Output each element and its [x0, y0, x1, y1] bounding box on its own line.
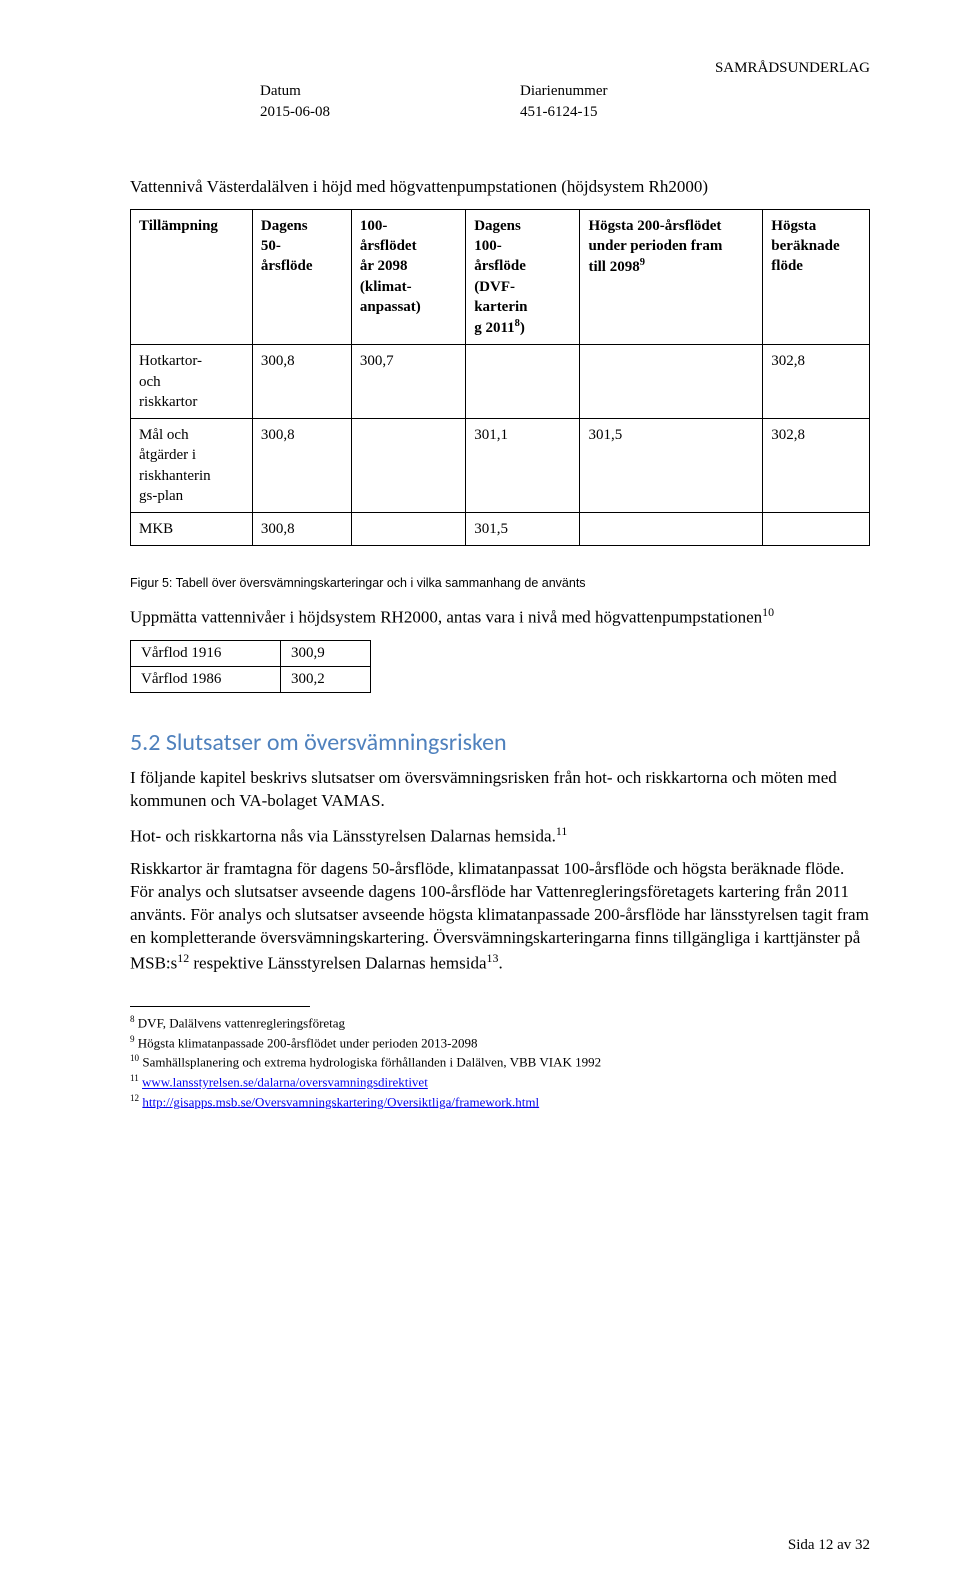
cell: 300,2 — [281, 666, 371, 692]
date-label: Datum — [260, 83, 520, 100]
cell: 301,1 — [466, 419, 580, 513]
cell: 300,8 — [252, 419, 351, 513]
col-1: Dagens50-årsflöde — [252, 209, 351, 345]
footnote-9-text: Högsta klimatanpassade 200-årsflödet und… — [138, 1035, 478, 1050]
paragraph: Riskkartor är framtagna för dagens 50-år… — [130, 858, 870, 975]
p2-text: Hot- och riskkartorna nås via Länsstyrel… — [130, 826, 556, 845]
table-row: Vårflod 1986 300,2 — [131, 666, 371, 692]
cell: 300,8 — [252, 345, 351, 419]
cell — [763, 513, 870, 546]
footnote-9: 9 Högsta klimatanpassade 200-årsflödet u… — [130, 1033, 870, 1053]
cell: 302,8 — [763, 345, 870, 419]
section-heading: 5.2 Slutsatser om översvämningsrisken — [130, 728, 870, 757]
cell — [580, 513, 763, 546]
footnote-12-link[interactable]: http://gisapps.msb.se/Oversvamningskarte… — [142, 1094, 539, 1109]
sup-13: 13 — [487, 951, 499, 965]
main-table: Tillämpning Dagens50-årsflöde 100-årsflö… — [130, 209, 870, 547]
footnote-8: 8 DVF, Dalälvens vattenregleringsföretag — [130, 1013, 870, 1033]
sup-12: 12 — [177, 951, 189, 965]
small-table: Vårflod 1916 300,9 Vårflod 1986 300,2 — [130, 640, 371, 693]
table-row: Mål ochåtgärder iriskhanterings-plan 300… — [131, 419, 870, 513]
cell: 301,5 — [466, 513, 580, 546]
paragraph: Hot- och riskkartorna nås via Länsstyrel… — [130, 823, 870, 849]
p3-end: . — [498, 954, 502, 973]
footnote-10: 10 Samhällsplanering och extrema hydrolo… — [130, 1052, 870, 1072]
cell: MKB — [131, 513, 253, 546]
p3-tail: respektive Länsstyrelsen Dalarnas hemsid… — [189, 954, 486, 973]
footnote-12: 12 http://gisapps.msb.se/Oversvamningska… — [130, 1092, 870, 1112]
cell: 301,5 — [580, 419, 763, 513]
ref-label: Diarienummer — [520, 83, 720, 100]
cell — [580, 345, 763, 419]
cell — [351, 513, 465, 546]
date-value: 2015-06-08 — [260, 104, 520, 121]
p1-text: Uppmätta vattennivåer i höjdsystem RH200… — [130, 608, 762, 627]
table1-title: Vattennivå Västerdalälven i höjd med hög… — [130, 175, 870, 199]
table-header-row: Tillämpning Dagens50-årsflöde 100-årsflö… — [131, 209, 870, 345]
cell: 300,8 — [252, 513, 351, 546]
figure-caption: Figur 5: Tabell över översvämningskarter… — [130, 576, 870, 590]
paragraph: I följande kapitel beskrivs slutsatser o… — [130, 767, 870, 813]
footnote-10-text: Samhällsplanering och extrema hydrologis… — [142, 1055, 601, 1070]
cell: 300,7 — [351, 345, 465, 419]
cell: Mål ochåtgärder iriskhanterings-plan — [131, 419, 253, 513]
cell — [466, 345, 580, 419]
col-4: Högsta 200-årsflödetunder perioden framt… — [580, 209, 763, 345]
ref-value: 451-6124-15 — [520, 104, 720, 121]
footnote-8-text: DVF, Dalälvens vattenregleringsföretag — [138, 1015, 345, 1030]
sup-11: 11 — [556, 824, 567, 838]
table-row: Hotkartor-ochriskkartor 300,8 300,7 302,… — [131, 345, 870, 419]
cell: Vårflod 1916 — [131, 640, 281, 666]
doc-type: SAMRÅDSUNDERLAG — [130, 60, 870, 77]
col-3: Dagens100-årsflöde(DVF-kartering 20118) — [466, 209, 580, 345]
footnotes: 8 DVF, Dalälvens vattenregleringsföretag… — [130, 1013, 870, 1112]
footnote-11: 11 www.lansstyrelsen.se/dalarna/oversvam… — [130, 1072, 870, 1092]
footnote-11-link[interactable]: www.lansstyrelsen.se/dalarna/oversvamnin… — [142, 1075, 428, 1090]
page-number: Sida 12 av 32 — [788, 1537, 870, 1554]
table-row: MKB 300,8 301,5 — [131, 513, 870, 546]
paragraph: Uppmätta vattennivåer i höjdsystem RH200… — [130, 604, 870, 630]
cell — [351, 419, 465, 513]
header-values: 2015-06-08 451-6124-15 — [130, 104, 870, 121]
cell: 300,9 — [281, 640, 371, 666]
sup-10: 10 — [762, 605, 774, 619]
cell: Vårflod 1986 — [131, 666, 281, 692]
col-0: Tillämpning — [131, 209, 253, 345]
col-2: 100-årsflödetår 2098(klimat-anpassat) — [351, 209, 465, 345]
cell: Hotkartor-ochriskkartor — [131, 345, 253, 419]
header-labels: Datum Diarienummer — [130, 83, 870, 100]
cell: 302,8 — [763, 419, 870, 513]
col-5: Högstaberäknadeflöde — [763, 209, 870, 345]
table-row: Vårflod 1916 300,9 — [131, 640, 371, 666]
footnote-separator — [130, 1006, 310, 1007]
